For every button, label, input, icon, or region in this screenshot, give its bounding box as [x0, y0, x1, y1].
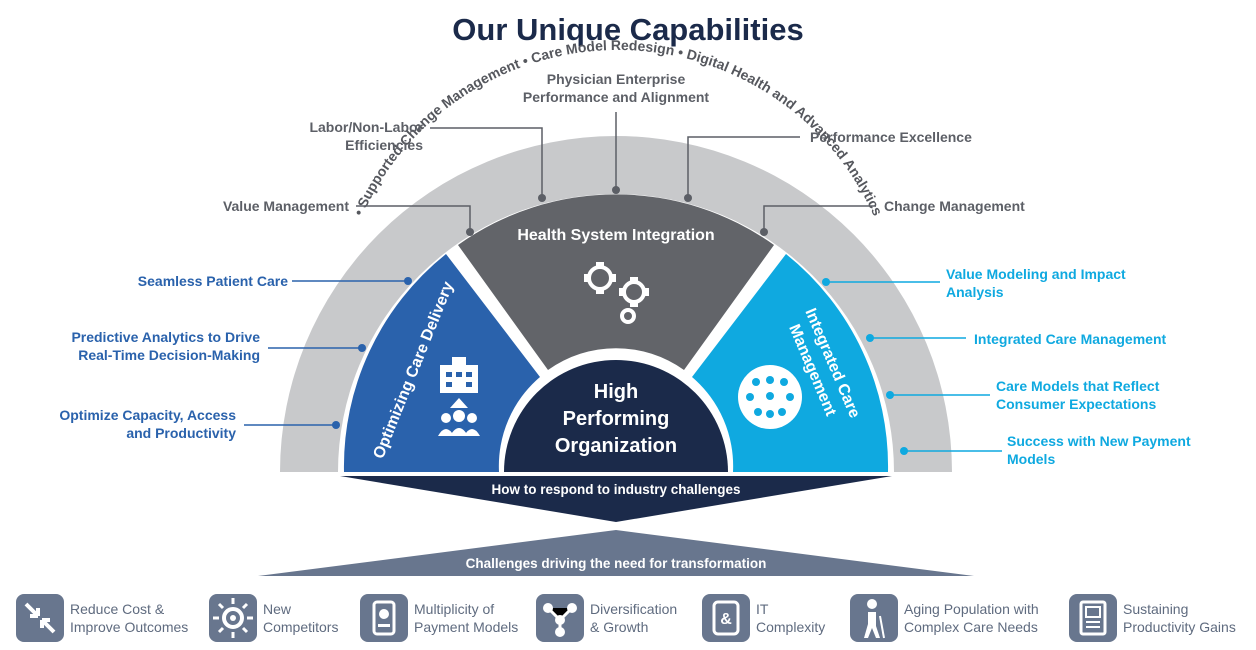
challenge-label-l2: Productivity Gains	[1123, 619, 1236, 635]
label-change-management: Change Management	[884, 198, 1025, 214]
label-care-models-l2: Consumer Expectations	[996, 396, 1157, 412]
challenge-label-l2: & Growth	[590, 619, 649, 635]
label-integrated-care-management: Integrated Care Management	[974, 331, 1167, 347]
label-care-models: Care Models that Reflect Consumer Expect…	[996, 377, 1159, 413]
arrows-in-icon	[16, 594, 64, 642]
challenges-banner-label: Challenges driving the need for transfor…	[466, 556, 767, 571]
challenge-label-l1: New	[263, 601, 292, 617]
label-labor-l1: Labor/Non-Labor	[309, 119, 423, 135]
label-capacity-l2: and Productivity	[126, 425, 236, 441]
label-labor-efficiencies: Labor/Non-Labor Efficiencies	[250, 118, 423, 154]
label-care-models-l1: Care Models that Reflect	[996, 378, 1160, 394]
tablet-icon: &	[702, 594, 750, 642]
center-high-performing	[504, 360, 728, 472]
challenge-label-l1: Reduce Cost &	[70, 601, 165, 617]
challenge-label-l1: Multiplicity of	[414, 601, 495, 617]
payment-phone-icon	[360, 594, 408, 642]
center-line3: Organization	[555, 435, 677, 457]
label-predictive-l1: Predictive Analytics to Drive	[71, 329, 260, 345]
label-new-payment-models: Success with New Payment Models	[1007, 432, 1191, 468]
center-line1: High	[594, 381, 638, 403]
challenge-label-l2: Complex Care Needs	[904, 619, 1038, 635]
label-physician-l2: Performance and Alignment	[522, 89, 710, 105]
center-line2: Performing	[563, 408, 670, 430]
label-payment-l1: Success with New Payment	[1007, 433, 1191, 449]
label-physician-enterprise: Physician Enterprise Performance and Ali…	[500, 70, 732, 106]
challenge-label-l1: Sustaining	[1123, 601, 1189, 617]
label-value-management: Value Management	[222, 198, 349, 214]
respond-banner	[340, 476, 892, 522]
challenges-banner	[258, 530, 974, 576]
report-document-icon	[1069, 594, 1117, 642]
label-physician-l1: Physician Enterprise	[546, 71, 686, 87]
up-triangle-icon	[450, 398, 468, 408]
challenge-label-l1: Diversification	[590, 601, 678, 617]
label-labor-l2: Efficiencies	[345, 137, 423, 153]
people-network-icon	[738, 365, 802, 429]
challenge-label-l1: IT	[756, 601, 769, 617]
label-value-modeling: Value Modeling and Impact Analysis	[946, 265, 1126, 301]
label-predictive-l2: Real-Time Decision-Making	[78, 347, 260, 363]
segment-optimizing-care-delivery	[343, 254, 540, 472]
arc-text-middle: Care Model Redesign	[529, 37, 676, 66]
challenge-label-l2: Payment Models	[414, 619, 519, 635]
challenge-label-l2: Complexity	[756, 619, 826, 635]
page-title: Our Unique Capabilities	[452, 12, 804, 47]
patient-group-icon	[438, 410, 480, 436]
label-optimize-capacity: Optimize Capacity, Access and Productivi…	[10, 406, 236, 442]
outer-arc-band	[280, 136, 952, 472]
label-performance-excellence: Performance Excellence	[810, 129, 972, 145]
challenge-label-l2: Competitors	[263, 619, 339, 635]
label-value-modeling-l2: Analysis	[946, 284, 1004, 300]
challenge-label-l1: Aging Population with	[904, 601, 1039, 617]
label-value-modeling-l1: Value Modeling and Impact	[946, 266, 1126, 282]
challenge-label-l2: Improve Outcomes	[70, 619, 189, 635]
svg-text:&: &	[720, 611, 732, 628]
label-seamless-patient-care: Seamless Patient Care	[137, 273, 288, 289]
label-predictive-analytics: Predictive Analytics to Drive Real-Time …	[20, 328, 260, 364]
respond-banner-label: How to respond to industry challenges	[491, 482, 740, 497]
network-nodes-icon	[536, 594, 584, 642]
segment-health-system-integration	[458, 194, 774, 370]
gear-arrows-icon	[209, 594, 257, 642]
segment-integrated-care-management	[692, 254, 889, 472]
label-payment-l2: Models	[1007, 451, 1056, 467]
hospital-icon	[440, 357, 478, 393]
segment-label-health-system: Health System Integration	[517, 227, 714, 244]
label-capacity-l1: Optimize Capacity, Access	[59, 407, 236, 423]
elderly-person-icon	[850, 594, 898, 642]
